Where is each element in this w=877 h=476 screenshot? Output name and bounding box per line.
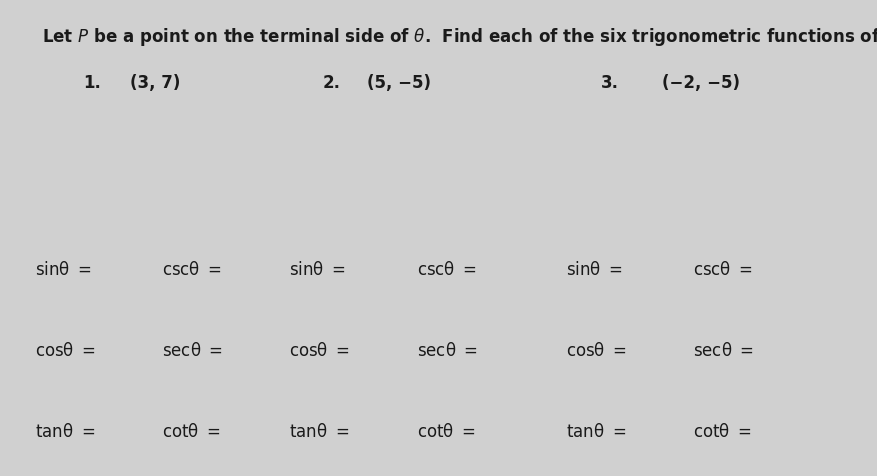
Text: (5, −5): (5, −5)	[367, 74, 431, 92]
Text: $\mathrm{tan\theta}\ =$: $\mathrm{tan\theta}\ =$	[289, 422, 350, 440]
Text: $\mathrm{tan\theta}\ =$: $\mathrm{tan\theta}\ =$	[35, 422, 96, 440]
Text: $\mathrm{tan\theta}\ =$: $\mathrm{tan\theta}\ =$	[566, 422, 626, 440]
Text: Let $P$ be a point on the terminal side of $\theta$.  Find each of the six trigo: Let $P$ be a point on the terminal side …	[42, 26, 877, 48]
Text: $\mathrm{csc\theta}\ =$: $\mathrm{csc\theta}\ =$	[417, 260, 476, 278]
Text: $\mathrm{sin\theta}\ =$: $\mathrm{sin\theta}\ =$	[35, 260, 92, 278]
Text: $\mathrm{sin\theta}\ =$: $\mathrm{sin\theta}\ =$	[289, 260, 346, 278]
Text: $\mathrm{sec\theta}\ =$: $\mathrm{sec\theta}\ =$	[417, 341, 478, 359]
Text: $\mathrm{cos\theta}\ =$: $\mathrm{cos\theta}\ =$	[289, 341, 350, 359]
Text: $\mathrm{sec\theta}\ =$: $\mathrm{sec\theta}\ =$	[693, 341, 754, 359]
Text: $\mathrm{csc\theta}\ =$: $\mathrm{csc\theta}\ =$	[693, 260, 752, 278]
Text: (3, 7): (3, 7)	[130, 74, 180, 92]
Text: $\mathrm{cot\theta}\ =$: $\mathrm{cot\theta}\ =$	[693, 422, 752, 440]
Text: $\mathrm{csc\theta}\ =$: $\mathrm{csc\theta}\ =$	[162, 260, 222, 278]
Text: $\mathrm{cos\theta}\ =$: $\mathrm{cos\theta}\ =$	[566, 341, 626, 359]
Text: 1.: 1.	[83, 74, 101, 92]
Text: 2.: 2.	[323, 74, 341, 92]
Text: $\mathrm{sec\theta}\ =$: $\mathrm{sec\theta}\ =$	[162, 341, 224, 359]
Text: $\mathrm{sin\theta}\ =$: $\mathrm{sin\theta}\ =$	[566, 260, 623, 278]
Text: $\mathrm{cot\theta}\ =$: $\mathrm{cot\theta}\ =$	[162, 422, 221, 440]
Text: $\mathrm{cot\theta}\ =$: $\mathrm{cot\theta}\ =$	[417, 422, 475, 440]
Text: $\mathrm{cos\theta}\ =$: $\mathrm{cos\theta}\ =$	[35, 341, 96, 359]
Text: (−2, −5): (−2, −5)	[662, 74, 740, 92]
Text: 3.: 3.	[601, 74, 619, 92]
